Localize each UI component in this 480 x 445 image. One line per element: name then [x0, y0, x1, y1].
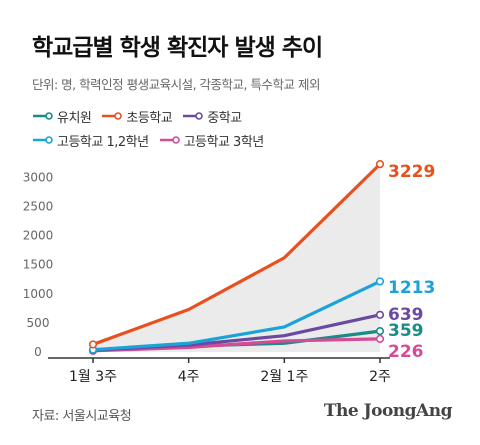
x-tick-label: 1월 3주 [69, 369, 117, 385]
chart-title: 학교급별 학생 확진자 발생 추이 [32, 35, 323, 61]
publisher-logo: The JoongAng [323, 401, 453, 421]
legend-label-middle: 중학교 [207, 110, 242, 126]
legend: 유치원 초등학교 중학교 고등학교 1,2학년 [32, 104, 452, 152]
legend-item-high-3: 고등학교 3학년 [159, 131, 264, 150]
y-tick-label: 500 [27, 316, 50, 330]
series-line [91, 279, 382, 352]
end-value-label: 359 [388, 321, 424, 341]
x-tick-label: 4주 [178, 369, 200, 385]
legend-swatch-middle [183, 112, 204, 120]
end-value-label: 226 [388, 342, 424, 362]
series-point [375, 277, 385, 286]
x-tick-label: 2주 [369, 369, 391, 385]
series-point [88, 340, 98, 349]
end-value-label: 639 [388, 305, 424, 325]
legend-label-elementary: 초등학교 [126, 110, 173, 126]
legend-swatch-elementary [102, 112, 123, 120]
y-tick-label: 3000 [23, 170, 54, 184]
legend-label-high-12: 고등학교 1,2학년 [57, 134, 149, 150]
end-value-label: 3229 [388, 162, 435, 182]
y-tick-label: 2500 [23, 200, 54, 214]
series-point [375, 327, 385, 336]
series-point [375, 310, 385, 319]
y-tick-label: 1000 [23, 287, 54, 301]
legend-row-2: 고등학교 1,2학년 고등학교 3학년 [32, 128, 452, 152]
chart-subtitle: 단위: 명, 학력인정 평생교육시설, 각종학교, 특수학교 제외 [32, 77, 320, 92]
y-tick-label: 1500 [23, 258, 54, 272]
source-note: 자료: 서울시교육청 [32, 409, 132, 424]
area-shading [93, 164, 380, 352]
y-tick-label: 2000 [23, 229, 54, 243]
y-tick-label: 0 [34, 345, 42, 359]
legend-swatch-high-3 [159, 136, 180, 144]
series-point [375, 334, 385, 343]
series-point [375, 160, 385, 169]
legend-item-high-12: 고등학교 1,2학년 [32, 131, 149, 150]
legend-label-high-3: 고등학교 3학년 [183, 134, 265, 150]
legend-swatch-high-12 [33, 136, 53, 144]
legend-item-kindergarten: 유치원 [32, 107, 92, 126]
legend-row-1: 유치원 초등학교 중학교 [32, 104, 452, 128]
legend-item-middle: 중학교 [182, 107, 242, 126]
series-line [91, 162, 382, 347]
legend-item-elementary: 초등학교 [101, 107, 173, 126]
legend-label-kindergarten: 유치원 [57, 110, 92, 126]
legend-swatch-kindergarten [33, 112, 53, 120]
end-value-label: 1213 [388, 278, 435, 298]
x-tick-label: 2월 1주 [260, 369, 308, 385]
